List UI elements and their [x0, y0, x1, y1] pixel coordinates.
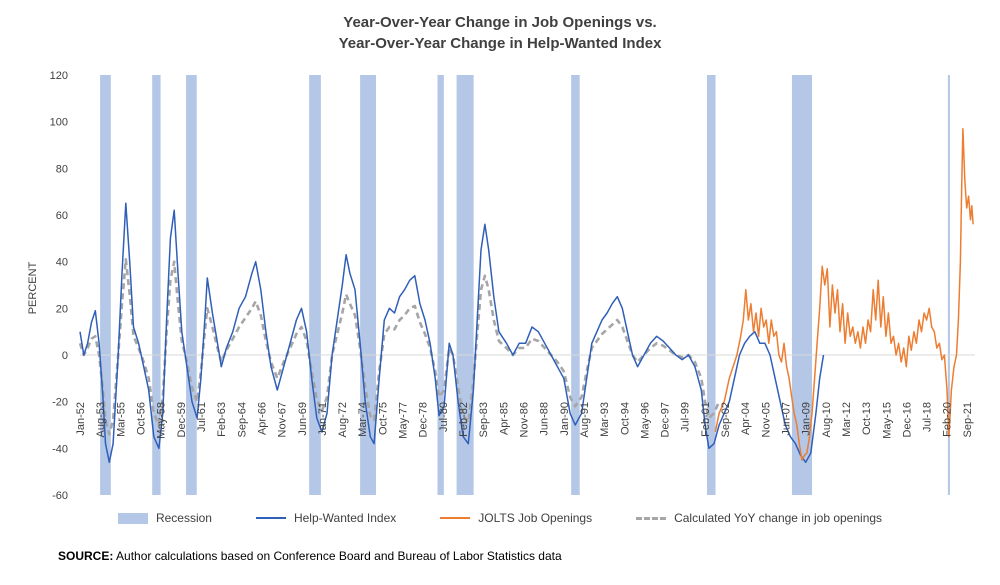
x-tick-label: Nov-67 — [277, 402, 289, 437]
x-tick-label: Jan-09 — [801, 402, 813, 436]
x-tick-label: Oct-75 — [377, 402, 389, 435]
recession-band-5 — [437, 75, 444, 495]
legend-item-calculated: Calculated YoY change in job openings — [636, 511, 882, 525]
recession-band-9 — [791, 75, 813, 495]
legend-swatch-help-wanted — [255, 517, 286, 519]
recession-band-6 — [456, 75, 474, 495]
x-tick-label: Feb-63 — [216, 402, 228, 437]
x-tick-label: Jul-80 — [438, 402, 450, 432]
y-axis-tick-labels: 120 100 80 60 40 20 0 -20 -40 -60 — [50, 70, 68, 502]
legend-item-jolts: JOLTS Job Openings — [440, 511, 592, 525]
x-tick-label: Sep-64 — [236, 402, 248, 437]
x-tick-label: Nov-86 — [518, 402, 530, 437]
x-tick-label: Jul-18 — [922, 402, 934, 432]
source-text: Author calculations based on Conference … — [113, 549, 562, 563]
x-tick-label: Jan-71 — [317, 402, 329, 436]
chart-title-line-2: Year-Over-Year Change in Help-Wanted Ind… — [338, 35, 662, 52]
y-tick-label: 20 — [56, 303, 68, 315]
x-tick-label: Dec-97 — [660, 402, 672, 437]
x-tick-label: Jan-52 — [75, 402, 87, 436]
recession-band-2 — [186, 75, 197, 495]
x-tick-label: May-58 — [156, 402, 168, 439]
recession-band-8 — [707, 75, 716, 495]
chart-title: Year-Over-Year Change in Job Openings vs… — [0, 12, 1000, 54]
recession-band-1 — [152, 75, 161, 495]
x-tick-label: Jun-88 — [539, 402, 551, 436]
recession-band-3 — [309, 75, 321, 495]
series-jolts-job-openings — [714, 127, 974, 461]
y-tick-label: -40 — [52, 443, 68, 455]
x-tick-label: Mar-12 — [841, 402, 853, 437]
x-tick-label: Nov-05 — [760, 402, 772, 437]
x-axis-tick-labels: Jan-52 Aug-53 Mar-55 Oct-56 May-58 Dec-59 Jul-… — [75, 402, 974, 439]
y-tick-label: 0 — [62, 350, 68, 362]
y-tick-label: 120 — [50, 70, 68, 82]
legend-swatch-jolts — [440, 517, 471, 519]
x-tick-label: Feb-20 — [942, 402, 954, 437]
x-tick-label: Oct-56 — [135, 402, 147, 435]
legend-label-jolts: JOLTS Job Openings — [478, 511, 593, 525]
y-tick-label: -20 — [52, 397, 68, 409]
data-series — [78, 127, 974, 464]
legend-label-calculated: Calculated YoY change in job openings — [674, 511, 883, 525]
x-tick-label: Jul-61 — [196, 402, 208, 432]
legend-label-recession: Recession — [155, 511, 212, 525]
x-tick-label: Aug-10 — [821, 402, 833, 437]
y-tick-label: 60 — [56, 210, 68, 222]
x-tick-label: Jun-07 — [781, 402, 793, 436]
chart-title-line-1: Year-Over-Year Change in Job Openings vs… — [343, 14, 657, 31]
recession-band-7 — [571, 75, 580, 495]
x-tick-label: May-15 — [881, 402, 893, 439]
x-tick-label: Aug-91 — [579, 402, 591, 437]
x-tick-label: Dec-78 — [418, 402, 430, 437]
x-tick-label: Jan-90 — [559, 402, 571, 436]
series-calculated-yoy-change-in-job-openings — [78, 258, 721, 436]
x-tick-label: Sep-83 — [478, 402, 490, 437]
x-tick-label: Apr-04 — [740, 402, 752, 435]
y-axis-label: PERCENT — [27, 261, 39, 314]
recession-band-10 — [947, 75, 950, 495]
x-tick-label: Dec-59 — [176, 402, 188, 437]
x-tick-label: Jun-69 — [297, 402, 309, 436]
x-tick-label: Feb-82 — [458, 402, 470, 437]
x-tick-label: Feb-01 — [700, 402, 712, 437]
x-tick-label: May-96 — [639, 402, 651, 439]
source-label: SOURCE: — [58, 549, 114, 563]
legend-item-recession: Recession — [117, 511, 212, 525]
chart-legend: Recession Help-Wanted Index JOLTS Job Op… — [0, 511, 1000, 525]
y-tick-label: 100 — [50, 117, 68, 129]
x-tick-label: Apr-85 — [498, 402, 510, 435]
x-tick-label: Mar-93 — [599, 402, 611, 437]
y-tick-label: 80 — [56, 163, 68, 175]
x-tick-label: Aug-53 — [95, 402, 107, 437]
legend-swatch-recession — [117, 512, 148, 524]
x-tick-label: Sep-21 — [962, 402, 974, 437]
recession-bands — [100, 75, 950, 495]
legend-item-help-wanted: Help-Wanted Index — [255, 511, 397, 525]
x-tick-label: Dec-16 — [902, 402, 914, 437]
y-tick-label: -60 — [52, 490, 68, 502]
x-tick-label: Oct-13 — [861, 402, 873, 435]
x-tick-label: Oct-94 — [619, 402, 631, 435]
x-tick-label: Mar-74 — [357, 402, 369, 437]
legend-label-help-wanted: Help-Wanted Index — [293, 511, 397, 525]
x-tick-label: Apr-66 — [256, 402, 268, 435]
source-note: SOURCE: Author calculations based on Con… — [58, 549, 562, 563]
x-tick-label: Mar-55 — [115, 402, 127, 437]
legend-swatch-calculated — [636, 516, 667, 520]
x-tick-label: Sep-02 — [720, 402, 732, 437]
x-tick-label: Aug-72 — [337, 402, 349, 437]
recession-band-0 — [100, 75, 111, 495]
x-tick-label: Jul-99 — [680, 402, 692, 432]
series-help-wanted-index — [79, 202, 825, 464]
x-tick-label: May-77 — [397, 402, 409, 439]
y-tick-label: 40 — [56, 257, 68, 269]
